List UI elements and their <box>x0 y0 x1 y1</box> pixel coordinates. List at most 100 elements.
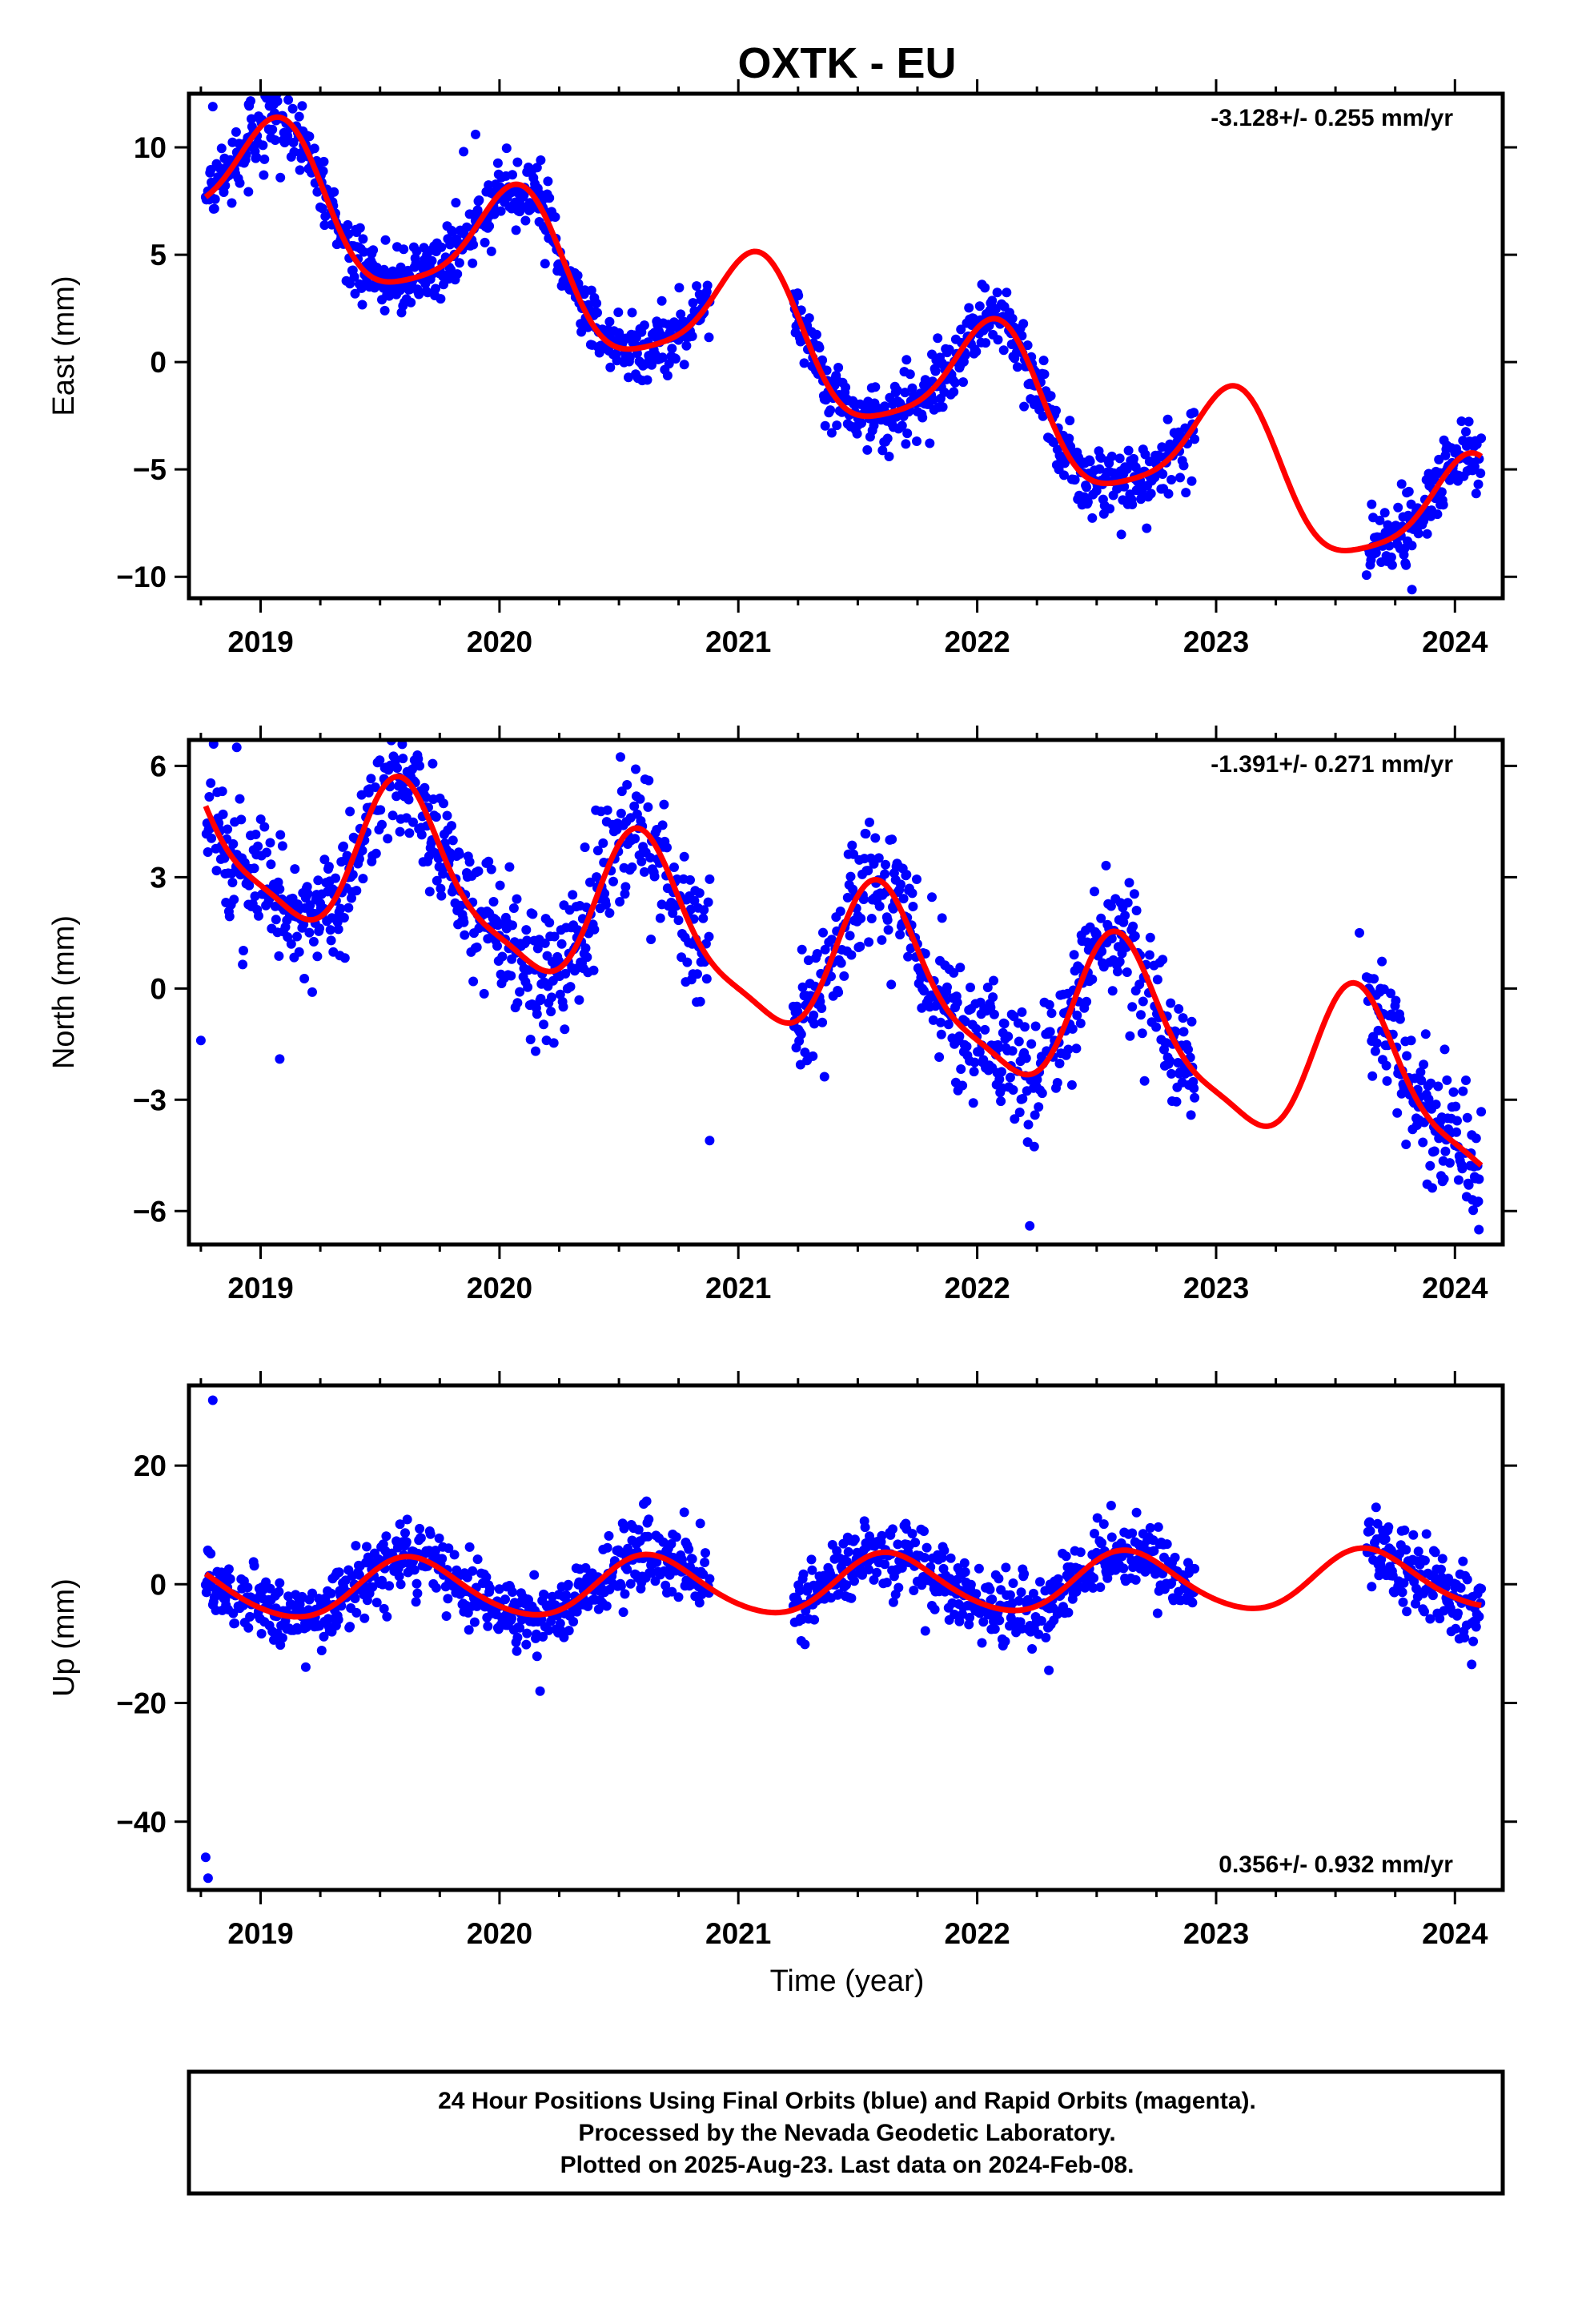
north-point <box>994 1043 1004 1053</box>
north-point <box>803 955 813 966</box>
north-point <box>996 1096 1006 1107</box>
east-point <box>355 223 365 233</box>
north-point <box>231 742 242 753</box>
north-point <box>971 1023 982 1034</box>
east-point <box>468 239 479 250</box>
up-point <box>1468 1636 1479 1647</box>
north-y-tick-label: 0 <box>150 972 167 1005</box>
up-point <box>382 1611 392 1622</box>
east-point <box>877 445 888 456</box>
east-point <box>852 428 862 439</box>
up-point <box>1131 1507 1142 1518</box>
north-point <box>1452 1127 1462 1137</box>
east-point <box>508 170 517 180</box>
north-point <box>286 939 296 949</box>
up-point <box>200 1852 211 1863</box>
north-point <box>442 810 452 821</box>
east-point <box>882 433 893 444</box>
up-point <box>1001 1562 1011 1573</box>
up-point <box>351 1607 362 1618</box>
north-point <box>484 856 494 866</box>
north-point <box>290 864 300 875</box>
up-point <box>1036 1616 1046 1626</box>
north-point <box>657 820 668 830</box>
north-point <box>1186 1016 1197 1027</box>
east-point <box>544 193 555 203</box>
north-point <box>540 938 550 948</box>
east-point <box>681 340 692 351</box>
north-point <box>927 892 937 903</box>
up-point <box>437 1554 448 1564</box>
north-point <box>817 1003 827 1013</box>
north-point <box>847 840 857 850</box>
north-point <box>319 854 330 865</box>
east-point <box>414 289 424 300</box>
east-point <box>1082 497 1093 507</box>
up-point <box>1000 1636 1010 1647</box>
north-point <box>966 983 975 992</box>
east-point <box>294 111 304 122</box>
north-point <box>873 853 884 863</box>
north-point <box>1052 1078 1062 1088</box>
north-x-tick-label: 2022 <box>944 1272 1010 1305</box>
x-axis-label: Time (year) <box>770 1964 925 1998</box>
north-point <box>1171 1096 1182 1107</box>
north-point <box>845 931 855 941</box>
up-point <box>326 1588 336 1598</box>
up-point <box>1467 1659 1477 1670</box>
up-point <box>1383 1522 1394 1532</box>
north-point <box>473 866 484 876</box>
north-point <box>1474 1174 1484 1184</box>
east-point <box>209 203 219 214</box>
north-point <box>1382 1076 1392 1086</box>
up-point <box>354 1570 364 1580</box>
north-point <box>302 882 312 892</box>
north-point <box>820 944 830 955</box>
north-point <box>1476 1107 1487 1117</box>
up-point <box>694 1598 705 1608</box>
east-point <box>692 281 702 292</box>
up-point <box>441 1611 452 1621</box>
east-point <box>329 187 339 197</box>
north-point <box>1010 1114 1020 1124</box>
north-point <box>358 874 368 884</box>
north-point <box>1030 1021 1041 1031</box>
up-point <box>362 1542 371 1552</box>
north-point <box>1401 1140 1411 1149</box>
east-point <box>821 395 831 405</box>
north-point <box>371 848 381 858</box>
up-point <box>1413 1546 1423 1557</box>
north-point <box>866 914 877 923</box>
east-y-tick-label: −10 <box>116 561 167 593</box>
up-point <box>846 1593 857 1603</box>
north-point <box>1166 998 1176 1008</box>
up-point <box>849 1534 860 1545</box>
north-point <box>447 821 456 831</box>
east-point <box>1456 416 1467 426</box>
north-point <box>1082 996 1092 1007</box>
north-point <box>1453 1175 1464 1185</box>
north-point <box>699 905 709 915</box>
north-point <box>934 1052 945 1062</box>
east-point <box>297 101 307 111</box>
north-point <box>1008 1085 1018 1095</box>
up-point <box>661 1580 671 1590</box>
up-point <box>633 1525 644 1535</box>
up-point <box>1019 1569 1030 1579</box>
north-point <box>356 790 367 800</box>
up-point <box>1170 1552 1180 1562</box>
east-point <box>270 135 280 145</box>
north-point <box>1130 931 1140 941</box>
north-point <box>1442 1075 1452 1085</box>
north-point <box>460 930 470 940</box>
north-point <box>415 761 425 771</box>
up-point <box>977 1638 987 1648</box>
up-point <box>494 1584 504 1594</box>
north-point <box>874 901 885 911</box>
east-point <box>1002 287 1012 298</box>
north-point <box>1381 1060 1391 1071</box>
north-point <box>622 780 632 790</box>
east-point <box>371 263 382 272</box>
up-point <box>1419 1606 1429 1617</box>
east-point <box>216 143 227 154</box>
